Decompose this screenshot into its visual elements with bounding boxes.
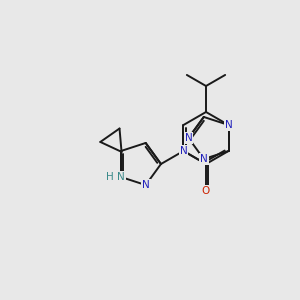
Text: H: H (106, 172, 114, 182)
Text: N: N (184, 133, 192, 143)
Text: O: O (202, 186, 210, 197)
Text: N: N (225, 120, 232, 130)
Text: N: N (180, 146, 188, 156)
Text: N: N (180, 146, 188, 156)
Text: N: N (142, 180, 150, 190)
Text: N: N (117, 172, 125, 182)
Text: N: N (200, 154, 208, 164)
